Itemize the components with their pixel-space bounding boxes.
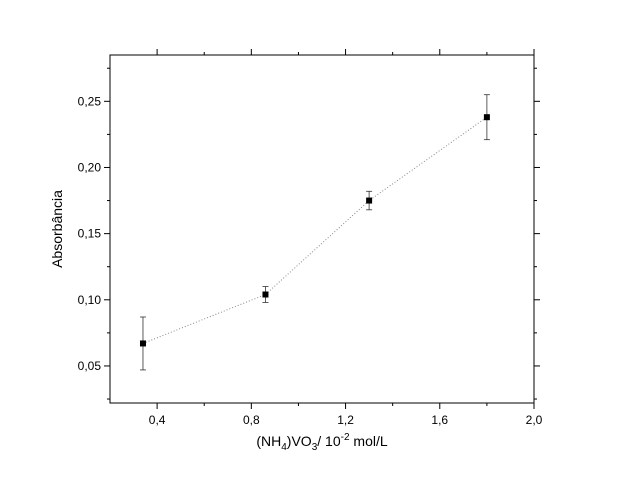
data-point [366,197,373,204]
data-points [139,114,490,347]
error-bars [139,94,490,371]
axis-tick-labels: 0,4 0,8 1,2 1,6 2,0 0,05 0,10 0,15 0,20 0,25 [78,94,543,427]
y-tick-label: 0,10 [78,293,102,307]
x-tick-label: 1,2 [337,413,354,427]
y-tick-label: 0,15 [78,227,102,241]
x-axis-title-sub: 3 [312,442,318,453]
x-tick-label: 0,8 [243,413,260,427]
plot-frame [109,54,535,404]
y-axis-title: Absorbância [49,190,65,268]
x-axis-title: (NH4)VO3/ 10-2 mol/L [256,432,388,453]
x-axis-title-sup: -2 [341,432,350,443]
x-axis-title-part: )VO [287,433,312,449]
x-axis-title-part: (NH [256,433,281,449]
x-tick-label: 0,4 [149,413,166,427]
x-tick-label: 2,0 [526,413,543,427]
y-tick-label: 0,20 [78,160,102,174]
x-axis-title-sub: 4 [281,442,287,453]
data-point [262,291,269,298]
x-tick-label: 1,6 [431,413,448,427]
x-axis-title-part: / 10 [317,433,341,449]
y-tick-label: 0,25 [78,94,102,108]
axis-ticks [104,49,540,409]
data-point [483,114,490,121]
y-tick-label: 0,05 [78,359,102,373]
x-axis-title-part: mol/L [350,433,388,449]
data-point [139,340,146,347]
series-connect-line [142,116,488,344]
